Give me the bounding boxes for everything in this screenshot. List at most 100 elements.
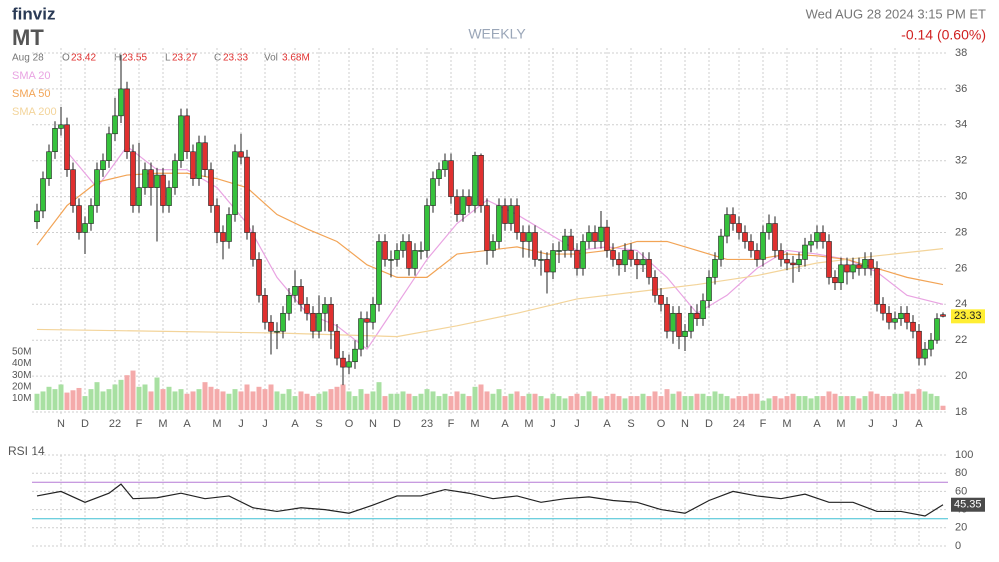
candle-body (310, 312, 316, 332)
candle-body (178, 115, 184, 161)
candle-body (112, 115, 118, 135)
candle-body (640, 259, 646, 266)
candle-body (322, 303, 328, 314)
volume-bar (436, 396, 442, 410)
candle-body (928, 339, 934, 350)
candle-body (250, 232, 256, 260)
volume-bar (52, 389, 58, 410)
x-tick-label: A (183, 418, 191, 430)
volume-bar (82, 396, 88, 410)
volume-bar (832, 393, 838, 410)
candle-body (370, 303, 376, 323)
volume-bar (106, 389, 112, 410)
volume-bar (604, 396, 610, 410)
candle-body (748, 241, 754, 251)
x-tick-label: O (657, 418, 666, 430)
volume-bar (136, 386, 142, 410)
candle-body (268, 321, 274, 332)
volume-bar (610, 393, 616, 410)
volume-bar (892, 393, 898, 410)
volume-bar (754, 393, 760, 410)
volume-bar (844, 396, 850, 410)
volume-bar (376, 382, 382, 410)
volume-bar (214, 389, 220, 410)
candle-body (856, 264, 862, 269)
candle-body (412, 250, 418, 269)
candle-body (940, 314, 946, 317)
candle-body (808, 241, 814, 246)
sma-line (36, 248, 944, 338)
volume-bar (478, 384, 484, 410)
volume-bar (64, 392, 70, 410)
volume-bar (592, 396, 598, 410)
volume-bar (736, 396, 742, 410)
volume-bar (184, 393, 190, 410)
x-tick-label: J (574, 418, 580, 430)
volume-bar (256, 386, 262, 410)
volume-bar (880, 396, 886, 410)
x-tick-label: S (627, 418, 634, 430)
candle-body (538, 259, 544, 261)
last-price-box (951, 309, 985, 324)
candle-body (160, 174, 166, 206)
volume-bar (154, 377, 160, 410)
candle-body (508, 205, 514, 224)
candle-body (502, 205, 508, 224)
candle-body (868, 259, 874, 269)
volume-bar (112, 384, 118, 410)
candle-body (796, 259, 802, 266)
x-tick-label: F (448, 418, 455, 430)
candle-body (910, 321, 916, 332)
candle-body (850, 264, 856, 273)
rsi-last-box (951, 497, 985, 512)
volume-bar (418, 393, 424, 410)
x-tick-label: 22 (109, 418, 121, 430)
candle-body (202, 142, 208, 170)
candle-body (544, 259, 550, 273)
volume-bar (466, 396, 472, 410)
candle-body (646, 259, 652, 278)
candle-body (58, 124, 64, 129)
volume-bar (496, 389, 502, 410)
candle-body (232, 151, 238, 215)
ohlc-label: C (214, 53, 221, 64)
candle-body (736, 223, 742, 233)
volume-bar (310, 396, 316, 410)
candle-body (64, 124, 70, 170)
ohlc-value: 23.55 (122, 53, 147, 64)
volume-bar (124, 375, 130, 410)
volume-bar (538, 396, 544, 410)
candle-body (718, 235, 724, 260)
candle-body (922, 348, 928, 359)
volume-bar (412, 396, 418, 410)
y-tick-label: 24 (955, 298, 967, 310)
y-tick-label: 30 (955, 191, 967, 203)
candle-body (454, 196, 460, 215)
volume-bar (406, 393, 412, 410)
x-tick-label: S (315, 418, 322, 430)
ohlc-label: L (165, 53, 171, 64)
volume-bar (748, 393, 754, 410)
candle-body (616, 259, 622, 266)
volume-bar (94, 382, 100, 410)
volume-bar (790, 393, 796, 410)
candle-body (760, 232, 766, 260)
candle-body (580, 241, 586, 269)
x-tick-label: A (603, 418, 611, 430)
volume-bar (88, 389, 94, 410)
x-tick-label: M (212, 418, 221, 430)
candle-body (532, 232, 538, 260)
x-tick-label: A (915, 418, 923, 430)
candle-body (634, 259, 640, 266)
candle-body (220, 232, 226, 242)
volume-bar (868, 391, 874, 410)
volume-bar (742, 396, 748, 410)
candle-body (148, 169, 154, 188)
candle-body (604, 226, 610, 251)
volume-bar (778, 398, 784, 410)
volume-bar (400, 391, 406, 410)
candle-body (274, 330, 280, 333)
y-tick-label: 22 (955, 334, 967, 346)
volume-bar (772, 396, 778, 410)
ticker: MT (12, 25, 44, 50)
